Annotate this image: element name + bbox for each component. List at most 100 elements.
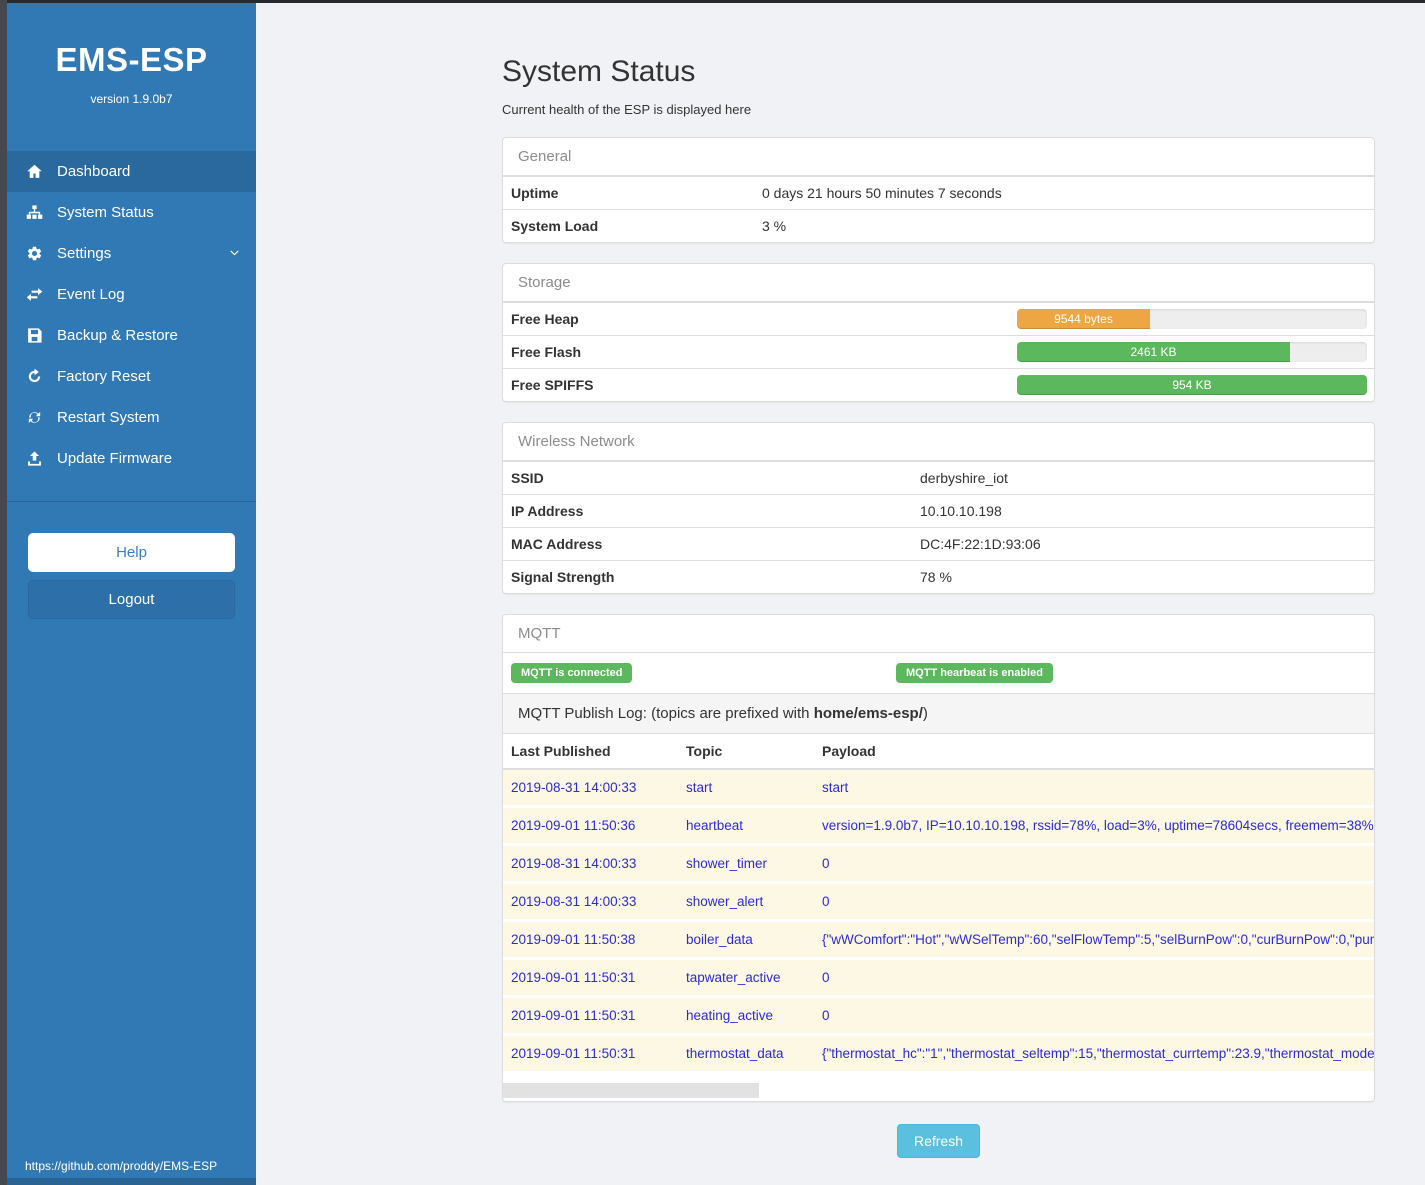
table-header-row: Last Published Topic Payload [503, 734, 1374, 770]
sync-icon [25, 408, 44, 427]
sidebar-item-factory-reset[interactable]: Factory Reset [7, 356, 256, 397]
row-value: 78 % [920, 569, 952, 585]
panel-storage-heading: Storage [503, 264, 1374, 302]
sidebar-item-label: Update Firmware [57, 450, 173, 467]
sidebar-item-label: Dashboard [57, 163, 131, 180]
row-label: SSID [511, 470, 544, 486]
general-row-uptime: Uptime 0 days 21 hours 50 minutes 7 seco… [503, 176, 1374, 209]
free-heap-progress-bar: 9544 bytes [1017, 309, 1150, 329]
row-label: Free Flash [511, 344, 582, 360]
chevron-down-icon [228, 246, 241, 263]
sidebar-bottom-strip [7, 1178, 256, 1185]
progress-cell: 2461 KB [1017, 336, 1374, 368]
table-row: 2019-08-31 14:00:33 start start [503, 770, 1374, 808]
free-flash-progress-track: 2461 KB [1017, 342, 1367, 362]
cell-payload: start [822, 780, 849, 795]
panel-general-heading: General [503, 138, 1374, 176]
cell-topic: boiler_data [686, 932, 753, 947]
row-label: Signal Strength [511, 569, 615, 585]
column-header-topic: Topic [678, 734, 814, 770]
mqtt-heartbeat-badge: MQTT hearbeat is enabled [896, 663, 1053, 683]
cell-last-published: 2019-09-01 11:50:31 [511, 1046, 636, 1061]
storage-row-free-spiffs: Free SPIFFS 954 KB [503, 368, 1374, 401]
cell-last-published: 2019-09-01 11:50:38 [511, 932, 636, 947]
refresh-button[interactable]: Refresh [896, 1124, 981, 1158]
panel-mqtt: MQTT MQTT is connected MQTT hearbeat is … [502, 614, 1375, 1102]
free-spiffs-progress-track: 954 KB [1017, 375, 1367, 395]
table-row: 2019-09-01 11:50:31 heating_active 0 [503, 998, 1374, 1036]
cell-topic: thermostat_data [686, 1046, 784, 1061]
cell-topic: start [686, 780, 713, 795]
sidebar-item-label: Factory Reset [57, 368, 151, 385]
cell-topic: heartbeat [686, 818, 744, 833]
sidebar-buttons: Help Logout [7, 533, 256, 619]
horizontal-scrollbar-thumb[interactable] [503, 1083, 759, 1098]
github-link[interactable]: https://github.com/proddy/EMS-ESP [25, 1159, 218, 1173]
sidebar-item-label: Event Log [57, 286, 125, 303]
cell-payload: 0 [822, 856, 830, 871]
mqtt-publish-log-title: MQTT Publish Log: (topics are prefixed w… [503, 693, 1374, 734]
cell-last-published: 2019-08-31 14:00:33 [511, 856, 637, 871]
cell-payload: 0 [822, 1008, 830, 1023]
mqtt-connected-badge: MQTT is connected [511, 663, 633, 683]
sidebar-item-event-log[interactable]: Event Log [7, 274, 256, 315]
panel-general: General Uptime 0 days 21 hours 50 minute… [502, 137, 1375, 243]
table-row: 2019-09-01 11:50:31 tapwater_active 0 [503, 960, 1374, 998]
table-row: 2019-09-01 11:50:31 thermostat_data {"th… [503, 1036, 1374, 1074]
sidebar-item-label: Restart System [57, 409, 160, 426]
log-title-suffix: ) [922, 705, 928, 722]
sidebar-item-label: Backup & Restore [57, 327, 178, 344]
panel-wireless-network: Wireless Network SSID derbyshire_iot IP … [502, 422, 1375, 594]
cell-topic: shower_alert [686, 894, 764, 909]
sidebar-item-settings[interactable]: Settings [7, 233, 256, 274]
sidebar-item-update-firmware[interactable]: Update Firmware [7, 438, 256, 479]
home-icon [25, 162, 44, 181]
table-row: 2019-09-01 11:50:36 heartbeat version=1.… [503, 808, 1374, 846]
badge-cell: MQTT is connected [511, 663, 896, 683]
row-label: IP Address [511, 503, 584, 519]
horizontal-scrollbar[interactable] [503, 1083, 1374, 1098]
sidebar-item-dashboard[interactable]: Dashboard [7, 151, 256, 192]
row-label: Free SPIFFS [511, 377, 594, 393]
free-spiffs-progress-bar: 954 KB [1017, 375, 1367, 395]
sidebar: EMS-ESP version 1.9.0b7 Dashboard System… [7, 3, 256, 1185]
panel-wireless-heading: Wireless Network [503, 423, 1374, 461]
gear-icon [25, 244, 44, 263]
cell-payload: version=1.9.0b7, IP=10.10.10.198, rssid=… [822, 818, 1374, 833]
rotate-right-icon [25, 367, 44, 386]
refresh-area: Refresh [502, 1124, 1375, 1185]
cell-payload: {"thermostat_hc":"1","thermostat_seltemp… [822, 1046, 1374, 1061]
log-title-topic-prefix: home/ems-esp/ [813, 705, 923, 722]
page-subtitle: Current health of the ESP is displayed h… [502, 102, 752, 117]
progress-cell: 9544 bytes [1017, 303, 1374, 335]
sidebar-item-backup-restore[interactable]: Backup & Restore [7, 315, 256, 356]
wireless-row-ip-address: IP Address 10.10.10.198 [503, 494, 1374, 527]
cell-topic: shower_timer [686, 856, 768, 871]
panel-mqtt-heading: MQTT [503, 615, 1374, 653]
wireless-row-mac-address: MAC Address DC:4F:22:1D:93:06 [503, 527, 1374, 560]
storage-row-free-heap: Free Heap 9544 bytes [503, 302, 1374, 335]
free-flash-progress-bar: 2461 KB [1017, 342, 1290, 362]
row-value: 10.10.10.198 [920, 503, 1002, 519]
row-value: 0 days 21 hours 50 minutes 7 seconds [762, 185, 1002, 201]
cell-topic: tapwater_active [686, 970, 781, 985]
app-version: version 1.9.0b7 [90, 92, 173, 106]
save-icon [25, 326, 44, 345]
main-content: System Status Current health of the ESP … [502, 55, 1375, 1185]
logout-button[interactable]: Logout [28, 580, 235, 619]
cell-topic: heating_active [686, 1008, 774, 1023]
cell-last-published: 2019-08-31 14:00:33 [511, 894, 637, 909]
sidebar-item-restart-system[interactable]: Restart System [7, 397, 256, 438]
wireless-row-signal-strength: Signal Strength 78 % [503, 560, 1374, 593]
cell-payload: {"wWComfort":"Hot","wWSelTemp":60,"selFl… [822, 932, 1374, 947]
sidebar-item-label: System Status [57, 204, 154, 221]
cell-payload: 0 [822, 970, 830, 985]
mqtt-publish-log-table: Last Published Topic Payload 2019-08-31 … [503, 734, 1374, 1098]
help-button[interactable]: Help [28, 533, 235, 572]
page-title: System Status [502, 55, 696, 88]
row-label: Free Heap [511, 311, 579, 327]
progress-cell: 954 KB [1017, 369, 1374, 401]
sidebar-item-system-status[interactable]: System Status [7, 192, 256, 233]
cell-payload: 0 [822, 894, 830, 909]
cell-last-published: 2019-08-31 14:00:33 [511, 780, 637, 795]
